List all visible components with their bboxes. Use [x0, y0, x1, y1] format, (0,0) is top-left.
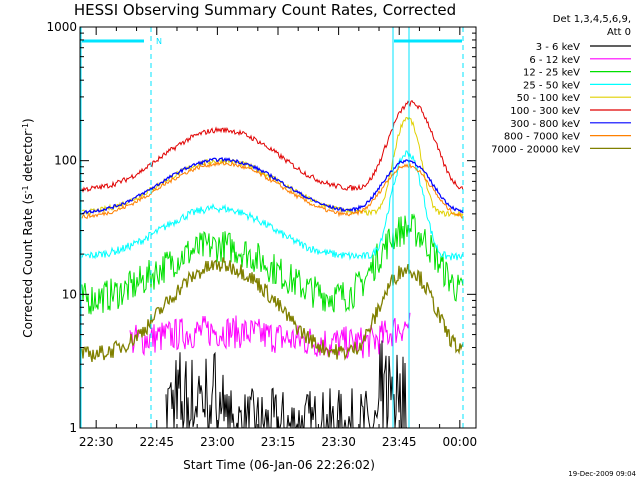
legend-header-line-2: Att 0	[607, 27, 631, 38]
y-axis: 1 10 100 1000	[46, 20, 476, 435]
series-800-7000-kev	[81, 160, 464, 220]
legend-label: 25 - 50 keV	[523, 80, 580, 91]
x-tick-label: 23:30	[321, 435, 356, 449]
series-25-50-kev	[81, 150, 464, 261]
legend-label: 300 - 800 keV	[510, 119, 580, 130]
legend-label: 800 - 7000 keV	[504, 132, 580, 143]
y-tick-label: 100	[54, 154, 77, 168]
y-tick-label: 1	[69, 421, 77, 435]
x-tick-label: 00:00	[443, 435, 478, 449]
y-tick-label: 1000	[46, 20, 77, 34]
legend-header-line-1: Det 1,3,4,5,6,9,	[553, 14, 631, 25]
series-3-6-kev	[165, 340, 407, 429]
legend-label: 6 - 12 keV	[529, 55, 580, 66]
series-300-800-kev	[82, 157, 464, 215]
series-6-12-kev	[129, 312, 411, 359]
flag-label: N	[156, 37, 162, 46]
x-tick-label: 23:00	[200, 435, 235, 449]
x-tick-label: 22:30	[79, 435, 114, 449]
legend-label: 3 - 6 keV	[536, 42, 580, 53]
series-7000-20000-kev	[81, 257, 464, 363]
series-50-100-kev	[81, 116, 464, 218]
plot-frame	[79, 26, 477, 429]
x-axis-label: Start Time (06-Jan-06 22:26:02)	[183, 458, 375, 472]
legend-label: 50 - 100 keV	[517, 93, 581, 104]
y-tick-label: 10	[62, 287, 77, 301]
series-12-25-kev	[81, 213, 464, 315]
x-axis: 22:30 22:45 23:00 23:15 23:30 23:45 00:00	[79, 27, 477, 449]
legend-label: 12 - 25 keV	[523, 68, 580, 79]
x-tick-label: 22:45	[139, 435, 174, 449]
legend-label: 100 - 300 keV	[510, 106, 580, 117]
chart-title: HESSI Observing Summary Count Rates, Cor…	[74, 1, 456, 19]
x-tick-label: 23:15	[261, 435, 296, 449]
y-axis-label: Corrected Count Rate (s-1 detector-1)	[21, 118, 36, 337]
legend-label: 7000 - 20000 keV	[491, 144, 580, 155]
x-tick-label: 23:45	[382, 435, 417, 449]
series-100-300-kev	[81, 100, 464, 193]
timestamp: 19-Dec-2009 09:04	[568, 470, 636, 478]
legend: Det 1,3,4,5,6,9, Att 0 3 - 6 keV 6 - 12 k…	[491, 14, 631, 155]
